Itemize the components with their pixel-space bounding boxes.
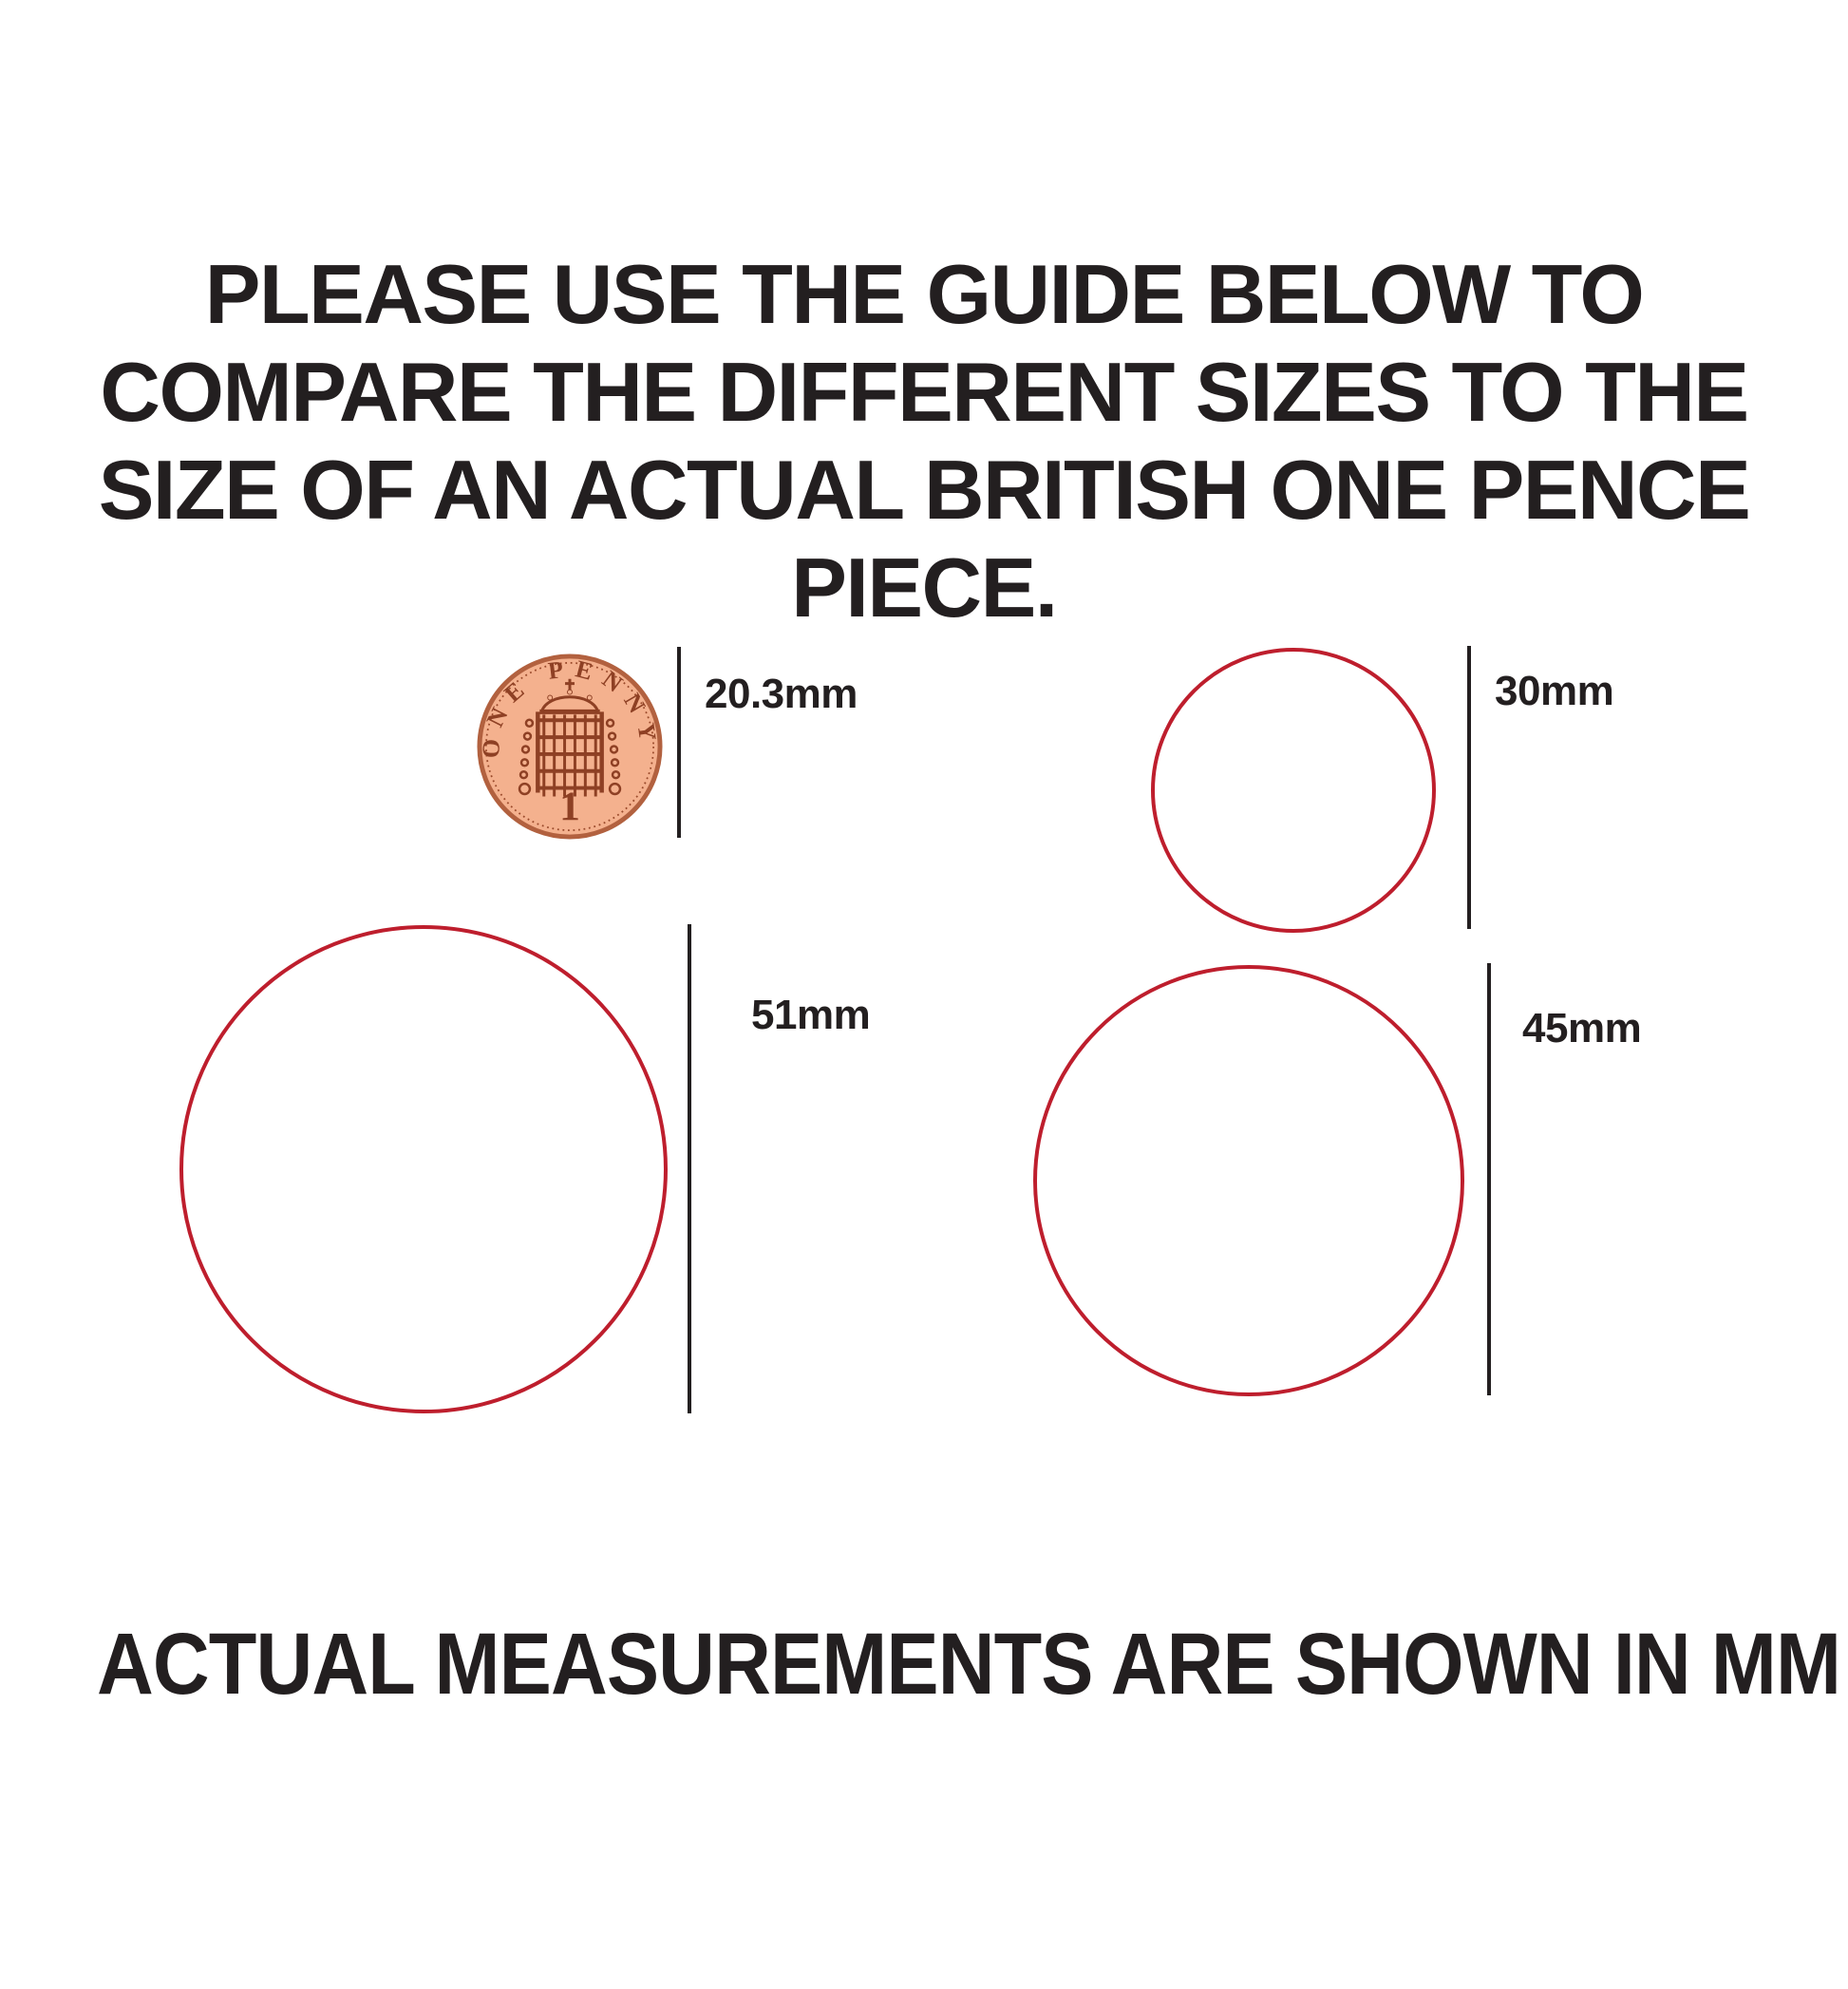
circle-45mm-size-label: 45mm — [1522, 1005, 1642, 1051]
circle-51mm-measure-line — [688, 924, 691, 1413]
coin-denomination: 1 — [559, 784, 580, 829]
circle-30mm-measure-line — [1467, 646, 1471, 929]
circle-30mm-size-label: 30mm — [1495, 668, 1614, 714]
portcullis-emblem — [518, 678, 622, 797]
title-line-2: COMPARE THE DIFFERENT SIZES TO THE — [100, 345, 1749, 439]
coin-face — [477, 654, 663, 840]
title-line-1: PLEASE USE THE GUIDE BELOW TO — [204, 247, 1645, 341]
one-penny-coin-image: ONE PENNY 1 — [477, 654, 663, 840]
penny-size-label: 20.3mm — [705, 671, 858, 717]
footer-note-text: ACTUAL MEASUREMENTS ARE SHOWN IN MM — [97, 1616, 1841, 1713]
circle-45mm — [1033, 965, 1464, 1396]
penny-measure-line — [677, 647, 681, 838]
circle-51mm-size-label: 51mm — [751, 992, 871, 1038]
circle-30mm — [1151, 648, 1436, 933]
title-line-3: SIZE OF AN ACTUAL BRITISH ONE PENCE — [98, 443, 1751, 537]
footer-note: ACTUAL MEASUREMENTS ARE SHOWN IN MM — [0, 1615, 1848, 1714]
coin-beaded-ring — [484, 661, 655, 832]
circle-45mm-measure-line — [1487, 963, 1491, 1395]
title-line-4: PIECE. — [791, 540, 1058, 635]
page-title: PLEASE USE THE GUIDE BELOW TO COMPARE TH… — [0, 245, 1848, 636]
circle-51mm — [179, 925, 668, 1413]
